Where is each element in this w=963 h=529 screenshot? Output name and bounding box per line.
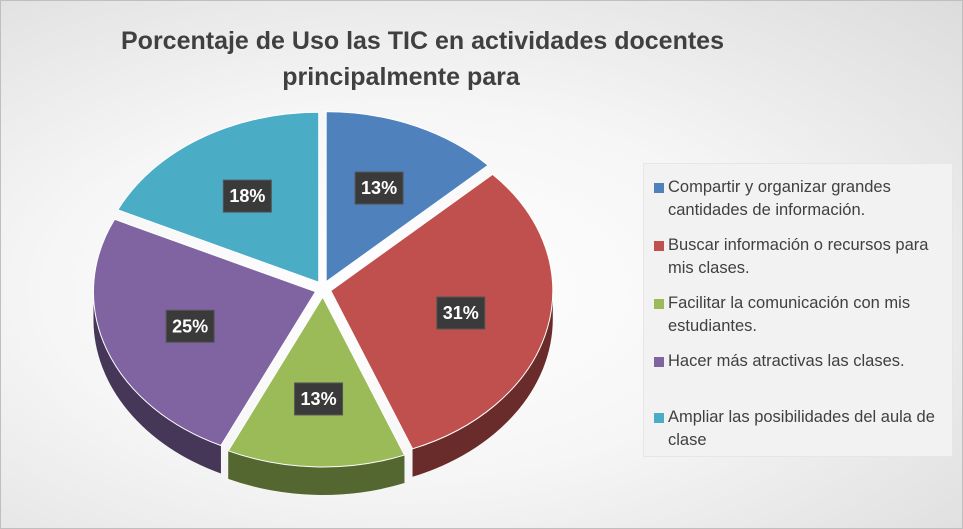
- legend-label-4: Hacer más atractivas las clases.: [668, 352, 905, 370]
- legend-swatch-2: [654, 241, 664, 251]
- chart-title-line-2: principalmente para: [282, 63, 520, 91]
- data-label-3: 13%: [294, 382, 344, 416]
- legend: Compartir y organizar grandes cantidades…: [643, 163, 953, 457]
- legend-item-5: Ampliar las posibilidades del aula de cl…: [654, 406, 946, 452]
- data-label-box-1: [354, 171, 404, 205]
- legend-swatch-3: [654, 299, 664, 309]
- data-label-5: 18%: [222, 179, 272, 213]
- data-label-2: 31%: [436, 296, 486, 330]
- chart-title: Porcentaje de Uso las TIC en actividades…: [121, 23, 724, 95]
- pie-slice-1: [325, 111, 489, 283]
- pie-data-labels: 13% 31% 13% 25% 18%: [165, 171, 486, 416]
- legend-label-3: Facilitar la comunicación con mis estudi…: [668, 294, 911, 335]
- pie-side-walls: [93, 290, 553, 495]
- data-label-1: 13%: [354, 171, 404, 205]
- data-label-box-4: [165, 309, 215, 343]
- legend-item-3: Facilitar la comunicación con mis estudi…: [654, 292, 946, 338]
- legend-item-1: Compartir y organizar grandes cantidades…: [654, 176, 946, 222]
- pie-slice-side-2: [412, 290, 553, 477]
- legend-item-4: Hacer más atractivas las clases.: [654, 350, 946, 373]
- legend-label-5: Ampliar las posibilidades del aula de cl…: [668, 408, 935, 449]
- data-label-text-2: 31%: [443, 303, 479, 323]
- data-label-text-5: 18%: [229, 186, 265, 206]
- legend-swatch-4: [654, 357, 664, 367]
- pie-slice-3: [227, 295, 406, 468]
- data-label-text-4: 25%: [172, 316, 208, 336]
- data-label-box-3: [294, 382, 344, 416]
- legend-swatch-1: [654, 183, 664, 193]
- legend-label-1: Compartir y organizar grandes cantidades…: [668, 178, 891, 219]
- pie-slice-side-3: [228, 450, 405, 495]
- data-label-4: 25%: [165, 309, 215, 343]
- data-label-text-3: 13%: [301, 389, 337, 409]
- legend-swatch-5: [654, 413, 664, 423]
- chart-title-line-1: Porcentaje de Uso las TIC en actividades…: [121, 27, 724, 55]
- legend-item-2: Buscar información o recursos para mis c…: [654, 234, 946, 280]
- data-label-box-2: [436, 296, 486, 330]
- legend-label-2: Buscar información o recursos para mis c…: [668, 236, 929, 277]
- pie-slice-side-4: [93, 291, 221, 474]
- data-label-box-5: [222, 179, 272, 213]
- data-label-text-1: 13%: [361, 178, 397, 198]
- pie-slices: [92, 111, 554, 468]
- pie-slice-5: [117, 111, 320, 283]
